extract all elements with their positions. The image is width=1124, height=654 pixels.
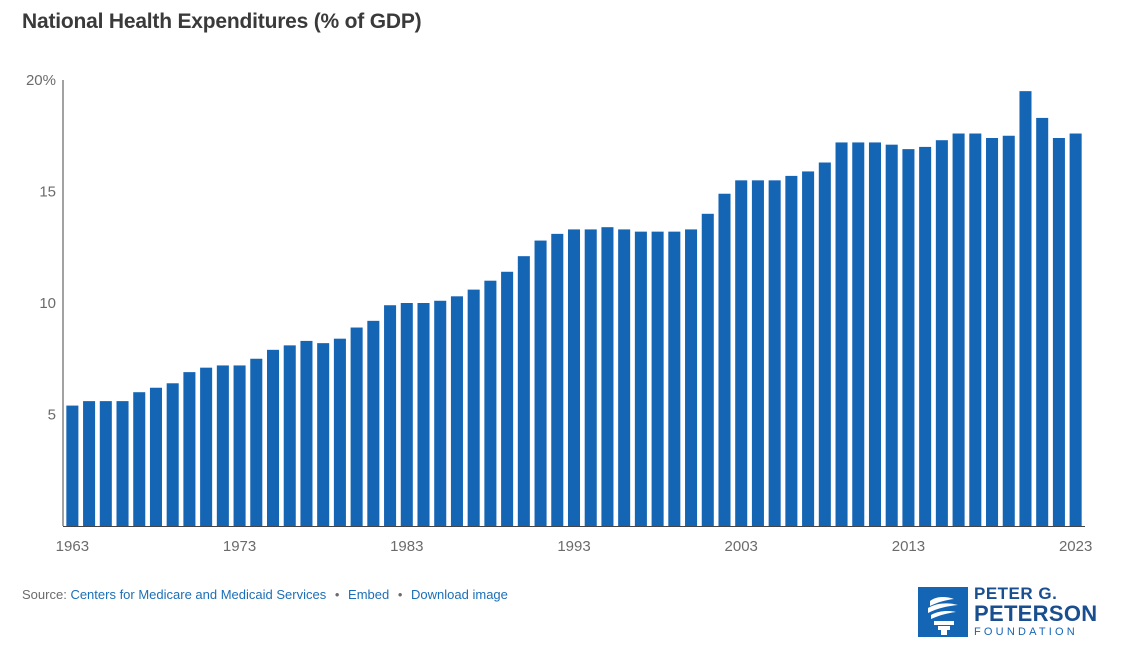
x-tick-label: 1963 xyxy=(56,538,89,555)
bar xyxy=(935,140,948,526)
source-link[interactable]: Centers for Medicare and Medicaid Servic… xyxy=(70,587,327,602)
bar xyxy=(701,213,714,527)
bar xyxy=(685,229,698,526)
bar-chart: 5 10 15 20% 1963 1973 1983 1993 2003 2013 2023 xyxy=(26,72,1092,555)
bar xyxy=(567,229,581,526)
bar xyxy=(434,300,447,526)
bar xyxy=(300,340,313,526)
bar xyxy=(517,256,530,526)
logo-line-2: PETERSON xyxy=(974,601,1098,626)
bar xyxy=(250,358,263,526)
bar xyxy=(618,229,631,526)
peterson-foundation-logo[interactable]: PETER G. PETERSON FOUNDATION xyxy=(918,585,1098,639)
bar xyxy=(534,240,547,526)
x-tick-label: 2023 xyxy=(1059,538,1092,555)
bar xyxy=(283,345,296,526)
bar xyxy=(166,383,179,526)
bar xyxy=(969,133,982,526)
x-tick-label: 1973 xyxy=(223,538,256,555)
bar xyxy=(417,303,430,526)
bar xyxy=(467,289,480,526)
y-tick-label: 15 xyxy=(39,184,56,201)
x-tick-label: 2003 xyxy=(725,538,758,555)
bar xyxy=(885,144,898,527)
download-image-link[interactable]: Download image xyxy=(411,587,508,602)
x-tick-label: 1993 xyxy=(557,538,590,555)
bar xyxy=(986,137,999,527)
bar xyxy=(200,367,213,526)
bar xyxy=(83,401,96,526)
torch-icon xyxy=(918,587,968,637)
bar xyxy=(919,146,932,526)
logo-line-1: PETER G. xyxy=(974,584,1058,603)
bar xyxy=(634,231,647,526)
separator-dot: • xyxy=(397,587,403,602)
x-tick-label: 1983 xyxy=(390,538,423,555)
bar xyxy=(835,142,848,526)
bar xyxy=(768,180,781,526)
bar xyxy=(735,180,748,526)
bar xyxy=(785,175,798,526)
bar xyxy=(133,392,146,526)
bar xyxy=(952,133,965,526)
bar xyxy=(551,233,564,526)
bar xyxy=(852,142,865,526)
bar xyxy=(450,296,463,526)
logo-line-3: FOUNDATION xyxy=(974,626,1078,638)
bar xyxy=(116,401,129,526)
bar xyxy=(818,162,831,526)
bar xyxy=(400,303,413,526)
bar xyxy=(183,372,196,526)
bar xyxy=(1019,91,1032,527)
bar xyxy=(1036,117,1049,526)
bar xyxy=(216,365,229,526)
chart-title: National Health Expenditures (% of GDP) xyxy=(22,10,422,33)
bar xyxy=(317,343,330,526)
bar xyxy=(751,180,764,526)
bar xyxy=(718,193,731,527)
bar xyxy=(1002,135,1015,526)
bar xyxy=(384,305,397,526)
separator-dot: • xyxy=(334,587,340,602)
bar xyxy=(333,338,346,526)
bar xyxy=(668,231,681,526)
bar xyxy=(902,149,915,526)
bar xyxy=(1069,133,1082,526)
bar xyxy=(266,349,280,526)
y-tick-label: 10 xyxy=(39,295,56,312)
bar xyxy=(651,231,664,526)
bar xyxy=(233,365,246,526)
bar xyxy=(99,401,112,526)
bar xyxy=(350,327,363,526)
embed-link[interactable]: Embed xyxy=(348,587,390,602)
bar xyxy=(584,229,597,526)
source-label: Source: xyxy=(22,587,67,602)
y-tick-label: 5 xyxy=(48,407,56,424)
bar xyxy=(868,142,882,526)
y-tick-label: 20% xyxy=(26,72,56,89)
bar xyxy=(149,387,162,526)
bar xyxy=(1052,137,1065,527)
bar xyxy=(601,227,614,526)
source-footer: Source: Centers for Medicare and Medicai… xyxy=(22,587,508,602)
bar xyxy=(802,171,815,526)
bar xyxy=(66,405,79,526)
bar xyxy=(501,271,514,526)
bar xyxy=(484,280,497,526)
x-tick-label: 2013 xyxy=(892,538,925,555)
bar xyxy=(367,320,380,526)
